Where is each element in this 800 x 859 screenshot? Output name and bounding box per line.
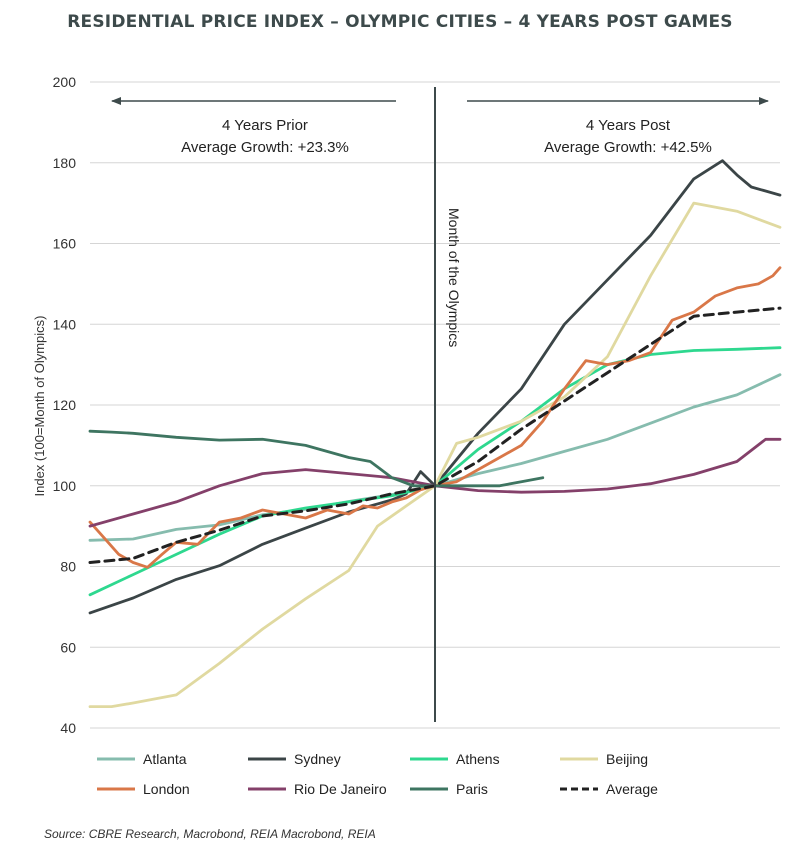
- legend-label: Rio De Janeiro: [294, 781, 387, 797]
- y-tick-label: 60: [60, 639, 76, 655]
- legend: Atlanta Sydney Athens Beijing London Rio De J…: [97, 751, 658, 797]
- legend-label: Sydney: [294, 751, 341, 767]
- legend-item-atlanta: Atlanta: [97, 751, 187, 767]
- post-label-2: Average Growth: +42.5%: [544, 139, 712, 156]
- prior-label-1: 4 Years Prior: [222, 117, 308, 134]
- legend-item-beijing: Beijing: [560, 751, 648, 767]
- legend-item-rio-de-janeiro: Rio De Janeiro: [248, 781, 387, 797]
- legend-label: Athens: [456, 751, 500, 767]
- y-tick-label: 180: [53, 155, 77, 171]
- legend-item-athens: Athens: [410, 751, 500, 767]
- series-paris: [88, 429, 545, 488]
- prior-label-2: Average Growth: +23.3%: [181, 139, 349, 156]
- y-tick-label: 160: [53, 236, 77, 252]
- annotation-layer: Month of the Olympics 4 Years Prior Averag…: [111, 87, 769, 722]
- series-beijing: [88, 201, 782, 708]
- grid-layer: 40 60 80 100 120 140 160 180 200 Index (100=Month…: [32, 74, 780, 736]
- y-tick-label: 200: [53, 74, 77, 90]
- legend-item-sydney: Sydney: [248, 751, 341, 767]
- y-tick-label: 140: [53, 316, 77, 332]
- legend-item-average: Average: [560, 781, 658, 797]
- y-tick-label: 40: [60, 720, 76, 736]
- legend-label: Atlanta: [143, 751, 187, 767]
- legend-label: Average: [606, 781, 658, 797]
- chart-title: RESIDENTIAL PRICE INDEX – OLYMPIC CITIES…: [67, 12, 733, 32]
- y-tick-label: 100: [53, 478, 77, 494]
- legend-label: Paris: [456, 781, 488, 797]
- month-of-olympics-label: Month of the Olympics: [446, 208, 462, 347]
- legend-label: Beijing: [606, 751, 648, 767]
- legend-item-paris: Paris: [410, 781, 488, 797]
- legend-label: London: [143, 781, 190, 797]
- post-label-1: 4 Years Post: [586, 117, 671, 134]
- source-note: Source: CBRE Research, Macrobond, REIA M…: [44, 827, 376, 841]
- y-axis-label: Index (100=Month of Olympics): [32, 316, 47, 497]
- y-tick-label: 120: [53, 397, 77, 413]
- legend-item-london: London: [97, 781, 190, 797]
- series-sydney: [88, 159, 782, 615]
- y-tick-label: 80: [60, 559, 76, 575]
